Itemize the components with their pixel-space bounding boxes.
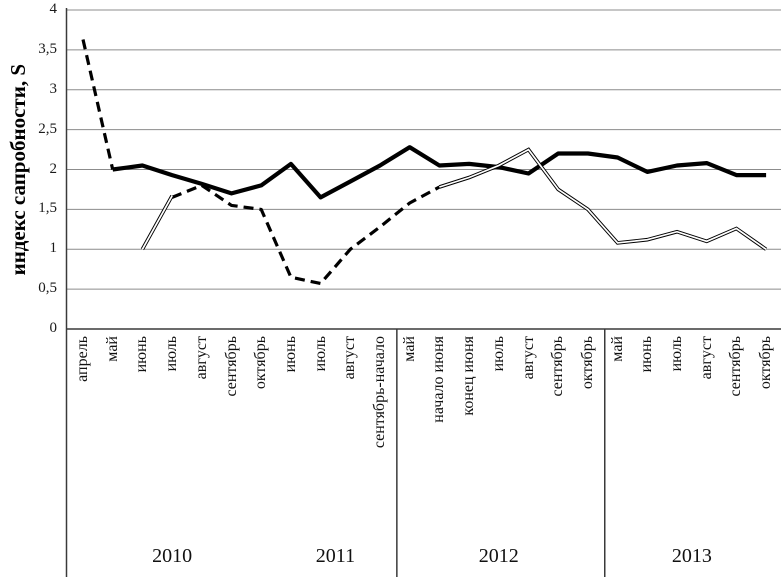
x-category-label: август: [697, 336, 715, 380]
series-dashed-line: [81, 39, 441, 286]
y-tick-label: 3,5: [38, 40, 57, 57]
y-tick-label: 0: [49, 320, 58, 336]
x-category-label: сентябрь: [727, 336, 745, 397]
x-category-label: октябрь: [578, 336, 596, 390]
y-tick-label: 0,5: [38, 280, 57, 297]
y-tick-label: 4: [49, 1, 58, 17]
x-category-label: сентябрь-начало: [371, 336, 388, 449]
y-tick-label: 1: [49, 240, 58, 257]
x-category-label: август: [519, 336, 537, 380]
x-category-label: сентябрь: [549, 336, 567, 397]
y-tick-label: 2,5: [38, 120, 57, 137]
x-category-label: июль: [668, 336, 685, 372]
y-tick-label: 3: [49, 80, 58, 97]
x-category-label: июль: [489, 336, 507, 372]
x-category-label: июль: [311, 336, 329, 372]
year-label-2010: 2010: [152, 545, 193, 567]
x-category-label: август: [192, 336, 210, 380]
x-category-label: июнь: [133, 336, 151, 373]
x-category-label: апрель: [74, 336, 91, 382]
y-tick-label: 2: [49, 160, 58, 177]
x-category-label: октябрь: [757, 336, 775, 390]
year-label-2012: 2012: [478, 545, 519, 567]
x-category-label: сентябрь: [222, 336, 240, 397]
series-solid-thick-line: [112, 145, 767, 200]
x-category-label: май: [608, 336, 626, 362]
series-thin-double-outline-line-core: [141, 148, 767, 250]
year-label-2013: 2013: [671, 545, 712, 567]
x-category-label: июль: [163, 336, 181, 372]
x-category-label: июнь: [638, 336, 656, 373]
x-category-label: октябрь: [252, 336, 270, 390]
year-label-2011: 2011: [315, 545, 356, 567]
x-category-label: май: [103, 336, 121, 362]
x-category-label: конец июня: [460, 336, 478, 416]
x-category-label: май: [400, 336, 418, 362]
x-category-label: август: [341, 336, 359, 380]
x-category-label: июнь: [281, 336, 299, 373]
y-tick-label: 1,5: [38, 200, 57, 217]
x-category-label: начало июня: [430, 336, 448, 423]
